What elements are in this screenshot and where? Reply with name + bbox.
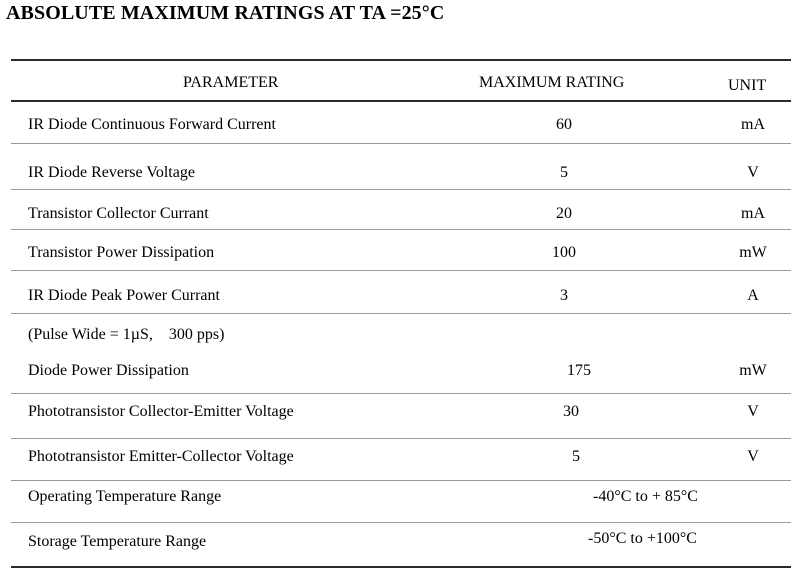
row-rating: 20 <box>556 205 572 222</box>
row-parameter: Phototransistor Collector-Emitter Voltag… <box>28 403 294 420</box>
row-divider <box>11 313 791 314</box>
row-rating: 5 <box>560 164 568 181</box>
row-divider <box>11 438 791 439</box>
row-parameter: Storage Temperature Range <box>28 533 207 550</box>
ratings-table: PARAMETER MAXIMUM RATING UNIT IR Diode C… <box>11 0 791 574</box>
row-rating: 175 <box>567 362 591 379</box>
row-rating: -50°C to +100°C <box>588 530 697 547</box>
row-rating: 100 <box>552 244 576 261</box>
page-title: ABSOLUTE MAXIMUM RATINGS AT TA =25°C <box>6 2 445 24</box>
row-unit: V <box>747 448 759 465</box>
row-divider <box>11 522 791 523</box>
row-divider <box>11 480 791 481</box>
row-divider <box>11 393 791 394</box>
table-top-rule <box>11 59 791 61</box>
header-bottom-rule <box>11 100 791 102</box>
row-rating: 5 <box>572 448 580 465</box>
header-parameter: PARAMETER <box>183 74 279 91</box>
row-rating: 30 <box>563 403 579 420</box>
row-parameter: IR Diode Reverse Voltage <box>28 164 195 181</box>
row-divider <box>11 189 791 190</box>
row-parameter: IR Diode Peak Power Currant <box>28 287 220 304</box>
row-parameter: Transistor Collector Currant <box>28 205 209 222</box>
header-unit: UNIT <box>728 77 767 94</box>
row-rating: 3 <box>560 287 568 304</box>
row-parameter: Operating Temperature Range <box>28 488 222 505</box>
row-note: (Pulse Wide = 1µS, 300 pps) <box>28 326 225 343</box>
row-divider <box>11 143 791 144</box>
row-unit: A <box>747 287 759 304</box>
row-parameter: Phototransistor Emitter-Collector Voltag… <box>28 448 294 465</box>
row-unit: mA <box>741 205 765 222</box>
row-rating: 60 <box>556 116 572 133</box>
row-unit: V <box>747 403 759 420</box>
row-unit: mA <box>741 116 765 133</box>
row-rating: -40°C to + 85°C <box>593 488 698 505</box>
row-divider <box>11 270 791 271</box>
row-divider <box>11 229 791 230</box>
row-parameter: IR Diode Continuous Forward Current <box>28 116 276 133</box>
row-unit: mW <box>739 362 767 379</box>
table-bottom-rule <box>11 566 791 568</box>
row-unit: V <box>747 164 759 181</box>
row-parameter: Diode Power Dissipation <box>28 362 189 379</box>
row-unit: mW <box>739 244 767 261</box>
header-maximum-rating: MAXIMUM RATING <box>479 74 625 91</box>
row-parameter: Transistor Power Dissipation <box>28 244 215 261</box>
